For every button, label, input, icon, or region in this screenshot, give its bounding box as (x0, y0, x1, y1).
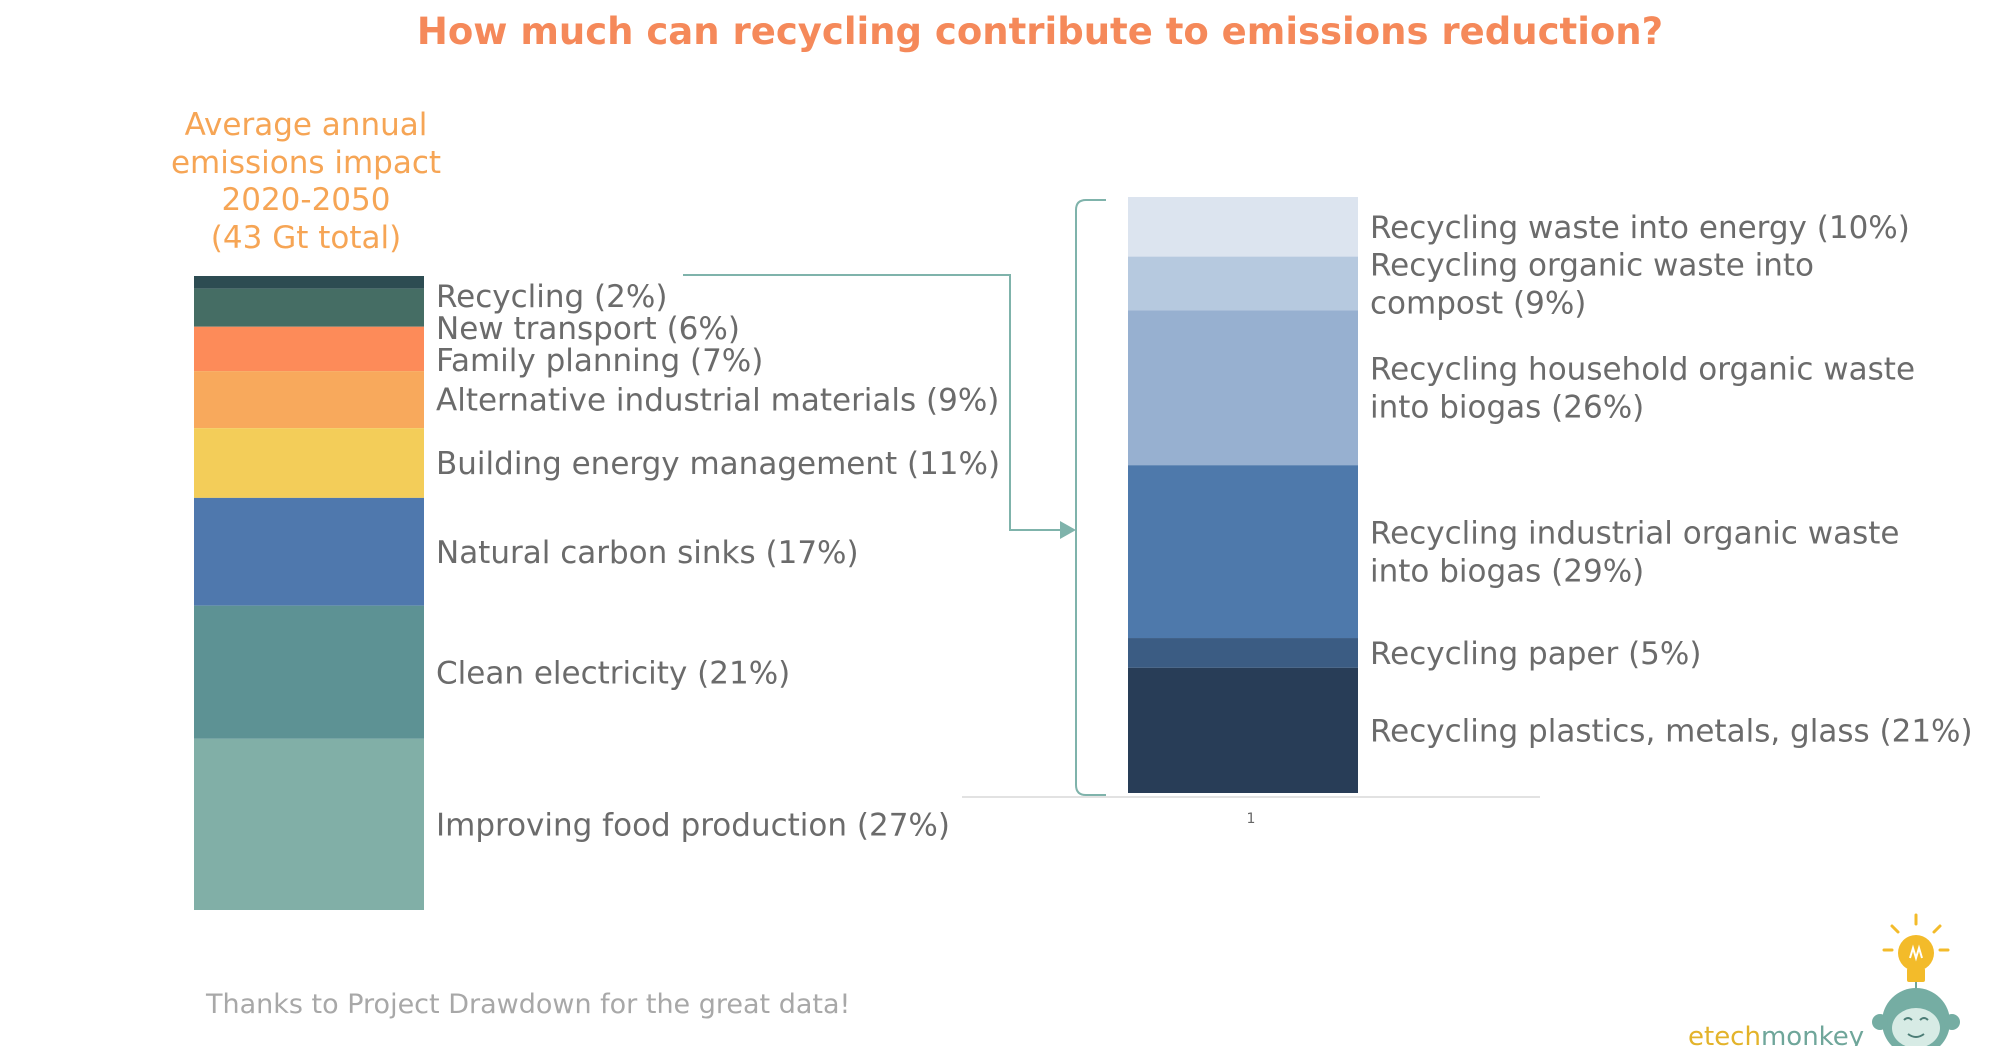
left-bar-segment-building-energy-management (194, 428, 424, 498)
left-label-clean-electricity: Clean electricity (21%) (436, 655, 790, 691)
right-label-recycling-industrial-organic-waste-into-biogas-line-1: Recycling industrial organic waste (1370, 516, 1900, 552)
recycling-connector-line (683, 274, 1060, 531)
footer-credit: Thanks to Project Drawdown for the great… (205, 989, 850, 1020)
left-bar-segment-clean-electricity (194, 605, 424, 739)
right-bar-segment-recycling-organic-waste-into-compost (1128, 256, 1358, 311)
left-bar-segment-alternative-industrial-materials (194, 371, 424, 429)
bracket-icon (1075, 199, 1106, 796)
right-stacked-bar (1128, 197, 1358, 793)
right-label-recycling-organic-waste-into-compost-line-2: compost (9%) (1370, 285, 1586, 321)
left-bar-segment-improving-food-production (194, 738, 424, 910)
brand-wordmark-part-1: etech (1688, 1022, 1761, 1046)
brand-wordmark-part-2: monkey (1761, 1022, 1864, 1046)
lightbulb-icon (1882, 913, 1950, 992)
left-label-building-energy-management: Building energy management (11%) (436, 446, 1000, 482)
monkey-icon (1872, 988, 1960, 1046)
right-label-recycling-waste-into-energy: Recycling waste into energy (10%) (1370, 210, 1910, 246)
left-label-improving-food-production: Improving food production (27%) (436, 807, 950, 843)
left-bar-labels: Recycling (2%)New transport (6%)Family p… (436, 279, 1000, 843)
right-bar-segment-recycling-paper (1128, 638, 1358, 668)
left-heading-line-2: emissions impact (171, 145, 441, 181)
right-label-recycling-plastics-metals-glass: Recycling plastics, metals, glass (21%) (1370, 713, 1973, 749)
brand-logo: etechmonkey (1688, 913, 1960, 1046)
right-bar-segment-recycling-plastics-metals-glass (1128, 667, 1358, 793)
left-label-family-planning: Family planning (7%) (436, 343, 763, 379)
right-label-recycling-paper: Recycling paper (5%) (1370, 636, 1701, 672)
left-bar-segment-family-planning (194, 326, 424, 372)
connector-arrowhead (1060, 521, 1076, 539)
left-stacked-bar (194, 276, 424, 910)
right-label-recycling-organic-waste-into-compost-line-1: Recycling organic waste into (1370, 247, 1814, 283)
left-bar-segment-new-transport (194, 288, 424, 327)
left-heading-line-4: (43 Gt total) (211, 220, 401, 256)
x-tick-label: 1 (1247, 811, 1256, 827)
left-label-new-transport: New transport (6%) (436, 311, 740, 347)
left-label-recycling: Recycling (2%) (436, 279, 667, 315)
right-bar-segment-recycling-waste-into-energy (1128, 197, 1358, 257)
left-label-natural-carbon-sinks: Natural carbon sinks (17%) (436, 535, 859, 571)
left-bar-segment-natural-carbon-sinks (194, 497, 424, 606)
brand-wordmark: etechmonkey (1688, 1022, 1864, 1046)
left-heading-line-1: Average annual (185, 107, 428, 143)
right-bar-segment-recycling-household-organic-waste-into-biogas (1128, 310, 1358, 466)
left-bar-segment-recycling (194, 276, 424, 289)
left-label-alternative-industrial-materials: Alternative industrial materials (9%) (436, 383, 999, 419)
right-label-recycling-industrial-organic-waste-into-biogas-line-2: into biogas (29%) (1370, 554, 1644, 590)
right-bar-labels: Recycling waste into energy (10%)Recycli… (1370, 210, 1973, 750)
right-label-recycling-household-organic-waste-into-biogas-line-2: into biogas (26%) (1370, 390, 1644, 426)
chart-title: How much can recycling contribute to emi… (417, 10, 1663, 53)
right-label-recycling-household-organic-waste-into-biogas-line-1: Recycling household organic waste (1370, 352, 1915, 388)
left-heading-line-3: 2020-2050 (222, 182, 391, 218)
right-bar-segment-recycling-industrial-organic-waste-into-biogas (1128, 465, 1358, 639)
